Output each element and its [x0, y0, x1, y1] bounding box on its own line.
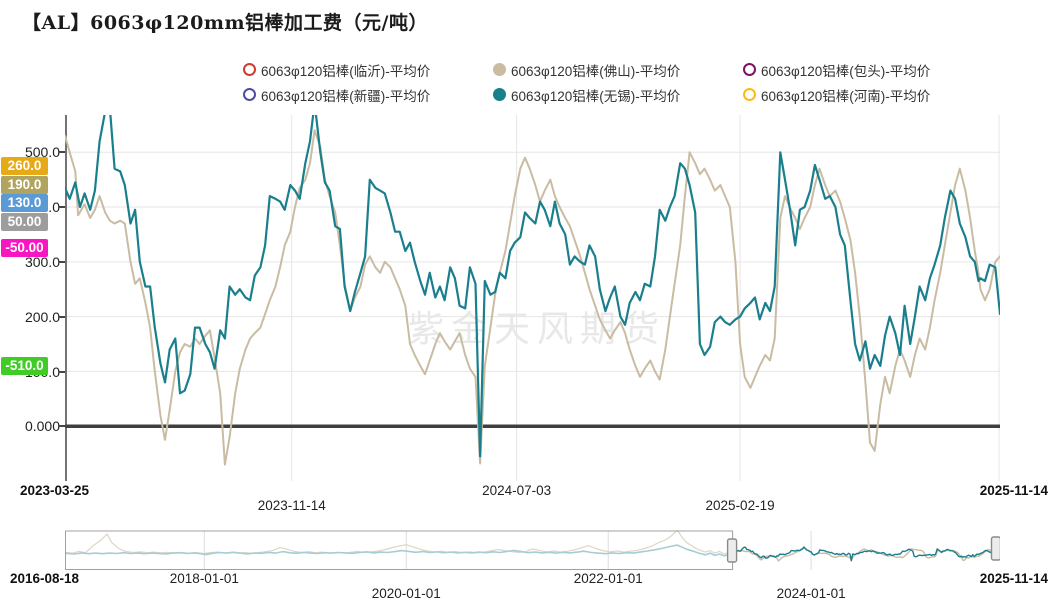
legend-marker-icon	[743, 63, 756, 76]
y-axis-label: 500.0	[24, 144, 60, 160]
main-line-chart	[65, 115, 1000, 481]
y-tick-mark	[59, 206, 65, 208]
x-axis-tick-label: 2023-03-25	[20, 483, 90, 498]
y-tick-mark	[59, 261, 65, 263]
y-tick-mark	[59, 371, 65, 373]
nav-left-handle[interactable]	[726, 538, 738, 563]
value-label-badge: 130.0	[1, 194, 48, 212]
legend-label: 6063φ120铝棒(临沂)-平均价	[261, 63, 431, 79]
x-axis-tick-label: 2023-11-14	[257, 498, 326, 513]
legend-item-1[interactable]: 6063φ120铝棒(佛山)-平均价	[493, 57, 743, 82]
legend-label: 6063φ120铝棒(新疆)-平均价	[261, 88, 431, 104]
nav-window-line-0	[732, 547, 1000, 562]
page-title: 【AL】6063φ120mm铝棒加工费（元/吨）	[22, 12, 428, 34]
value-label-badge: 260.0	[1, 157, 48, 175]
nav-window-line-1	[732, 546, 1000, 562]
legend-label: 6063φ120铝棒(河南)-平均价	[761, 88, 931, 104]
legend-label: 6063φ120铝棒(佛山)-平均价	[511, 63, 681, 79]
legend-marker-icon	[243, 63, 256, 76]
legend-marker-icon	[493, 63, 506, 76]
nav-history-line-1	[65, 544, 733, 557]
legend-item-0[interactable]: 6063φ120铝棒(临沂)-平均价	[243, 57, 493, 82]
legend-label: 6063φ120铝棒(无锡)-平均价	[511, 88, 681, 104]
x-axis-tick-label: 2024-01-01	[776, 586, 846, 601]
x-axis-tick-label: 2022-01-01	[573, 571, 643, 586]
series-line-0	[65, 129, 1000, 466]
y-axis-label: 200.0	[24, 309, 60, 325]
legend-item-3[interactable]: 6063φ120铝棒(新疆)-平均价	[243, 82, 493, 107]
legend-item-4[interactable]: 6063φ120铝棒(无锡)-平均价	[493, 82, 743, 107]
y-tick-mark	[59, 425, 65, 427]
nav-right-handle[interactable]	[990, 536, 1001, 561]
y-tick-mark	[59, 151, 65, 153]
value-label-badge: -510.0	[1, 357, 48, 375]
datazoom-navigator[interactable]	[65, 530, 1000, 578]
x-axis-tick-label: 2018-01-01	[169, 571, 239, 586]
x-axis-tick-label: 2025-02-19	[705, 498, 775, 513]
series-line-1	[65, 115, 1000, 458]
y-axis-label: 0.000	[24, 418, 60, 434]
x-axis-tick-label: 2025-11-14	[979, 483, 1048, 498]
y-tick-mark	[59, 316, 65, 318]
legend-item-5[interactable]: 6063φ120铝棒(河南)-平均价	[743, 82, 1003, 107]
legend-marker-icon	[493, 88, 506, 101]
y-axis-label: 300.0	[24, 254, 60, 270]
value-label-badge: 190.0	[1, 176, 48, 194]
x-axis-tick-label: 2016-08-18	[10, 571, 80, 586]
legend-item-2[interactable]: 6063φ120铝棒(包头)-平均价	[743, 57, 1003, 82]
x-axis-tick-label: 2020-01-01	[371, 586, 441, 601]
legend-marker-icon	[743, 88, 756, 101]
value-label-badge: 50.00	[1, 213, 48, 231]
value-label-badge: -50.00	[1, 239, 48, 257]
x-axis-tick-label: 2024-07-03	[482, 483, 552, 498]
legend: 6063φ120铝棒(临沂)-平均价 6063φ120铝棒(佛山)-平均价 6063…	[243, 57, 1003, 107]
legend-marker-icon	[243, 88, 256, 101]
legend-label: 6063φ120铝棒(包头)-平均价	[761, 63, 931, 79]
x-axis-tick-label: 2025-11-14	[979, 571, 1048, 586]
